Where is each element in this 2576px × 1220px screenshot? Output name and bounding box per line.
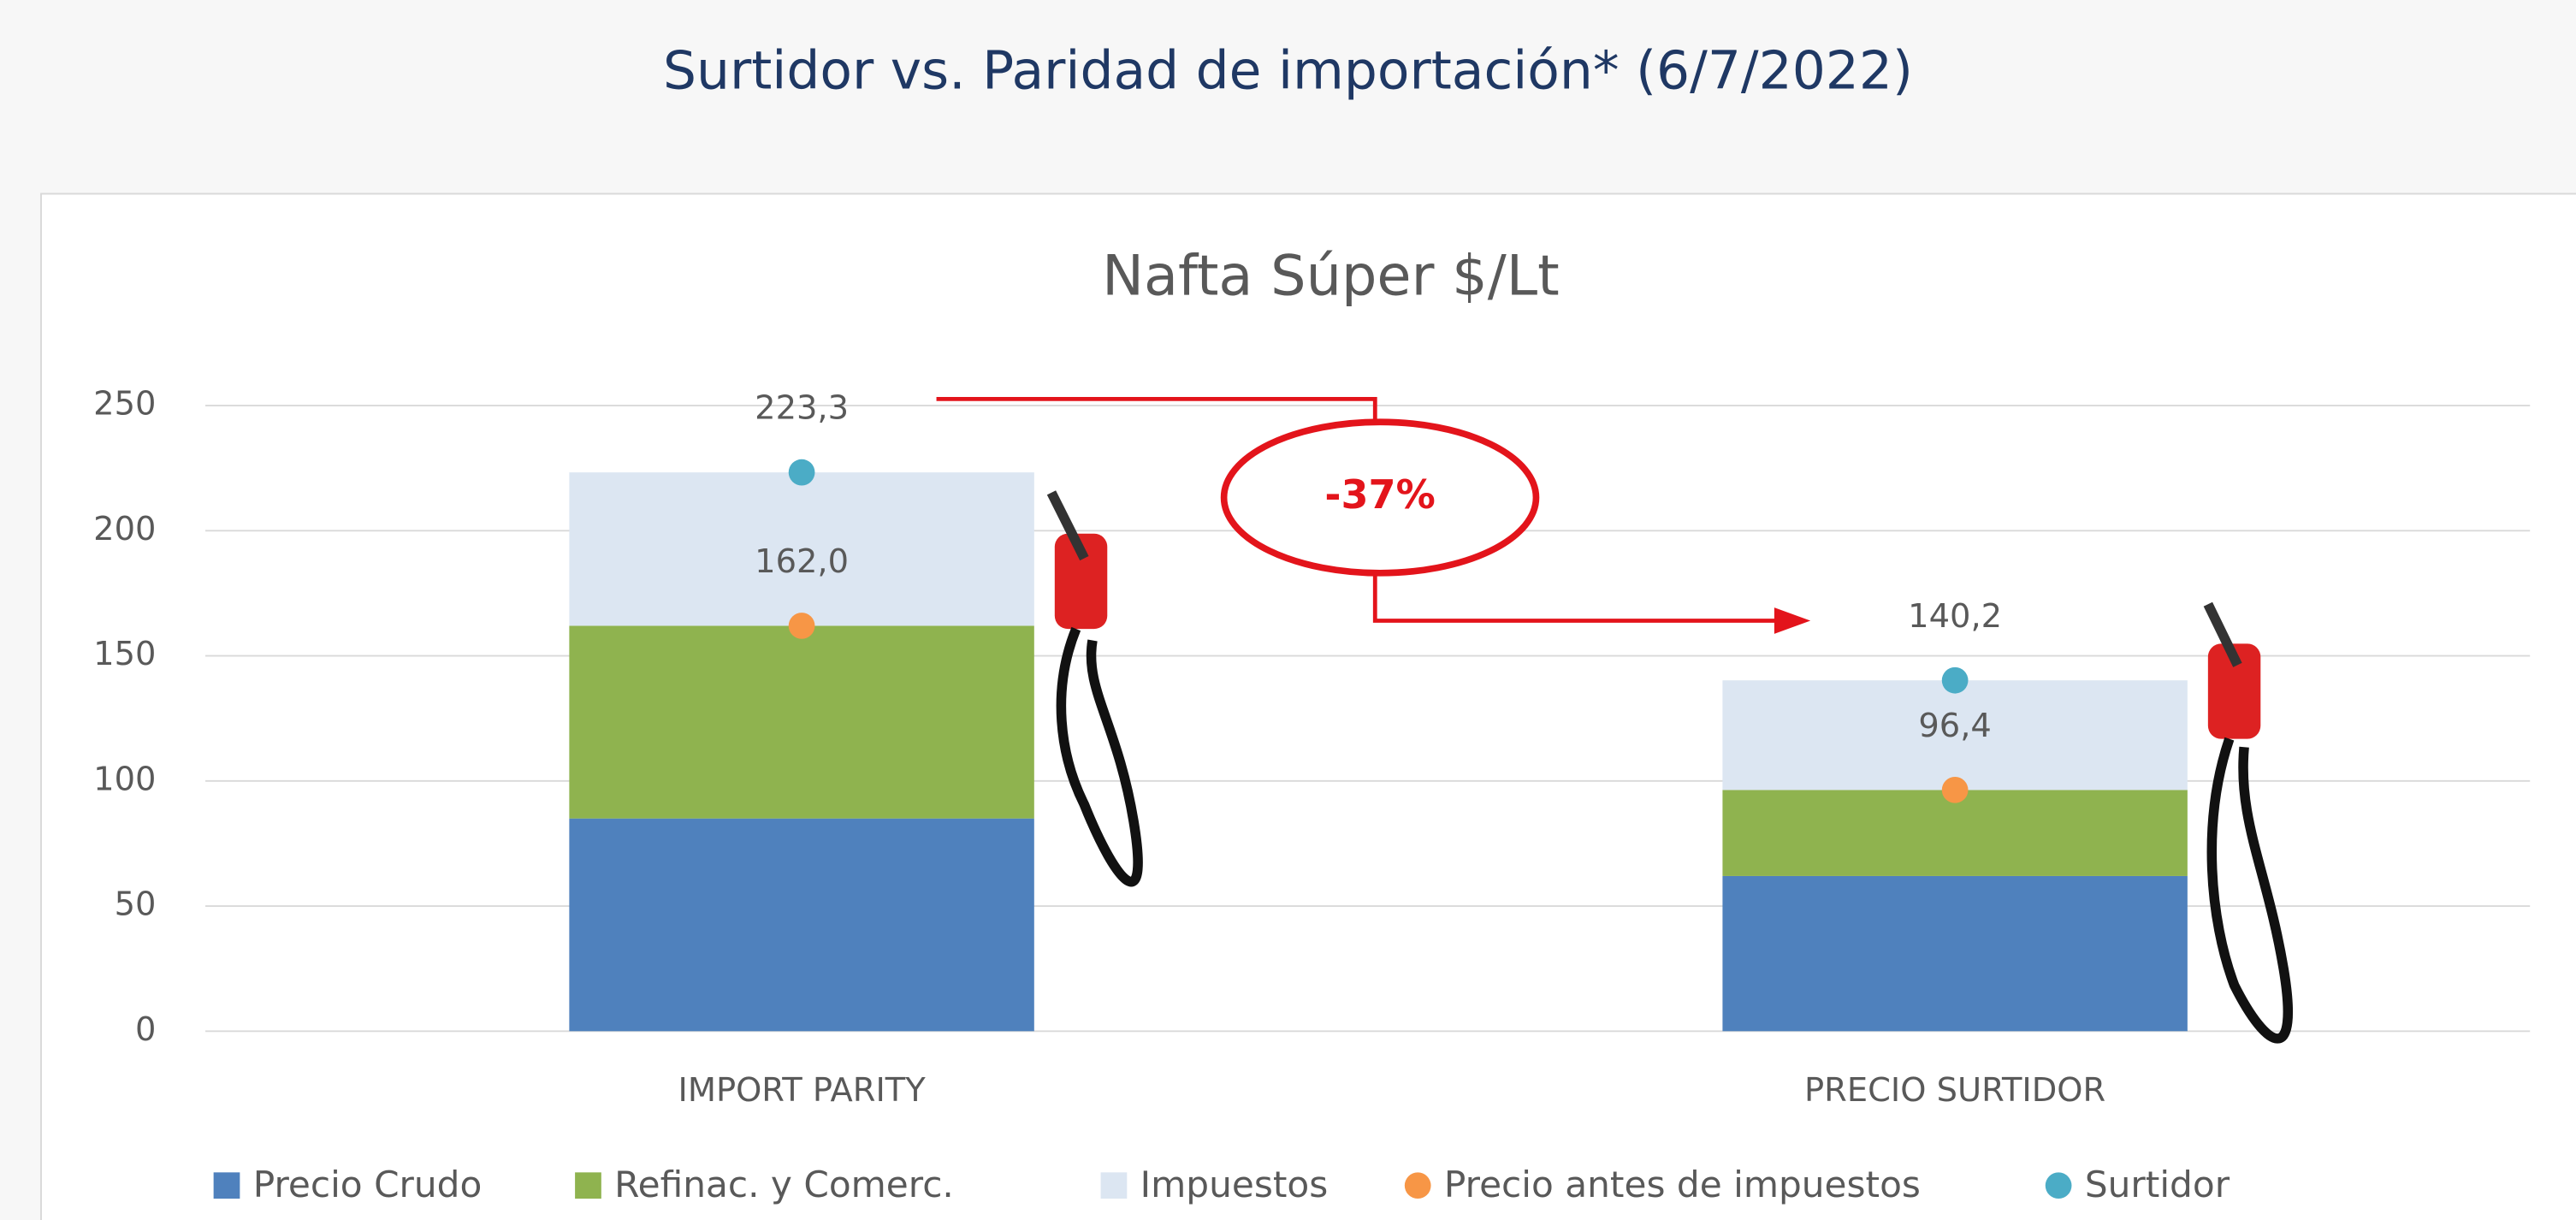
y-tick-label: 100	[93, 760, 156, 798]
x-tick-label: IMPORT PARITY	[678, 1071, 927, 1110]
point	[1941, 666, 1969, 694]
annotation-arrow: -37%	[936, 396, 1811, 634]
pump-icon	[2203, 601, 2294, 1044]
y-tick-label: 250	[93, 385, 156, 423]
annotation-ellipse	[1220, 418, 1540, 577]
legend-label: Precio Crudo	[253, 1164, 483, 1205]
bar-segment	[569, 472, 1034, 626]
pump-nozzle	[1046, 490, 1089, 561]
pump-body	[2207, 643, 2261, 739]
bar-segment	[569, 625, 1034, 819]
annotation-text: -37%	[1324, 471, 1435, 518]
bar-segment	[1722, 680, 2188, 791]
y-tick-label: 50	[115, 885, 157, 924]
bar-segment	[569, 818, 1034, 1032]
page-title: Surtidor vs. Paridad de importación* (6/…	[663, 40, 1913, 101]
data-label: 223,3	[755, 389, 849, 428]
pump-icon	[1046, 490, 1143, 887]
data-label: 162,0	[755, 542, 849, 581]
data-label: 96,4	[1918, 707, 1991, 745]
marks	[569, 472, 2188, 1032]
legend-label: Impuestos	[1140, 1164, 1329, 1205]
data-label: 140,2	[1908, 597, 2002, 636]
legend-label: Surtidor	[2085, 1164, 2230, 1205]
legend-swatch	[1100, 1172, 1128, 1199]
legend-swatch	[1404, 1172, 1431, 1199]
pump-body	[1054, 533, 1108, 630]
legend-swatch	[575, 1172, 601, 1199]
pump-hose	[2206, 737, 2294, 1044]
arrow-head	[1774, 607, 1811, 634]
point	[1941, 776, 1969, 803]
legend-swatch	[2045, 1172, 2072, 1199]
y-tick-label: 200	[93, 510, 156, 548]
y-tick-label: 150	[93, 635, 156, 673]
point	[788, 613, 815, 639]
legend-swatch	[213, 1172, 240, 1199]
legend-label: Precio antes de impuestos	[1444, 1164, 1921, 1205]
chart-area	[40, 192, 2576, 1220]
legend-label: Refinac. y Comerc.	[614, 1164, 954, 1205]
pump-nozzle	[2203, 601, 2242, 667]
point	[788, 459, 815, 486]
bar-segment	[1722, 875, 2188, 1032]
x-tick-label: PRECIO SURTIDOR	[1804, 1071, 2105, 1110]
y-tick-label: 0	[135, 1010, 156, 1049]
pump-hose	[1056, 626, 1143, 887]
bar-segment	[1722, 790, 2188, 876]
chart-title: Nafta Súper $/Lt	[1102, 243, 1560, 308]
